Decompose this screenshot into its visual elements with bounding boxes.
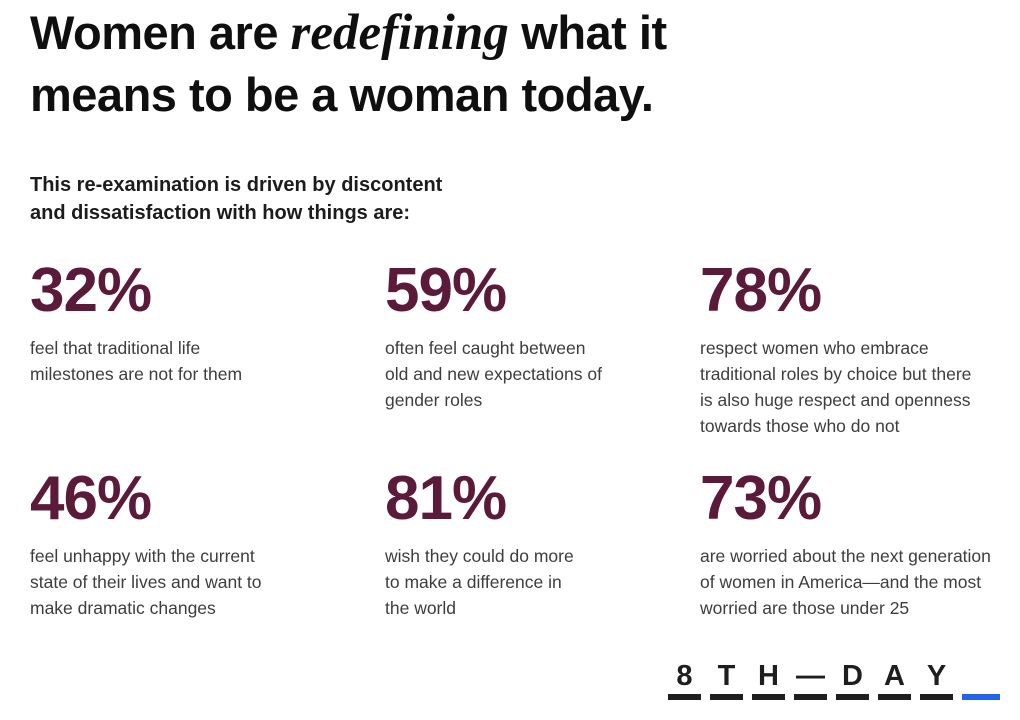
stat-block-46: 46% feel unhappy with the current state … [30, 468, 385, 621]
logo-char: A [884, 660, 905, 692]
logo-char: 8 [676, 660, 693, 692]
stats-grid: 32% feel that traditional life milestone… [30, 260, 1020, 621]
logo-char: — [796, 660, 825, 692]
stat-value: 81% [385, 464, 507, 533]
logo-char: T [717, 660, 736, 692]
logo-char: D [842, 660, 863, 692]
stat-block-78: 78% respect women who embrace traditiona… [700, 260, 1020, 468]
title-italic-word: redefining [290, 5, 509, 61]
logo-letter: T [710, 661, 743, 700]
stat-description: feel that traditional life milestones ar… [30, 338, 243, 384]
stat-value: 73% [700, 464, 822, 533]
logo-letter: — [794, 661, 827, 700]
stat-value: 59% [385, 256, 507, 325]
title-line1-post: what it [508, 6, 667, 59]
logo-blue-underscore [962, 691, 1000, 700]
stat-block-81: 81% wish they could do more to make a di… [385, 468, 700, 621]
logo-letter: 8 [668, 661, 701, 700]
logo-letter: Y [920, 661, 953, 700]
stat-description: feel unhappy with the current state of t… [30, 546, 262, 618]
logo-underline [794, 694, 827, 700]
title-line2: means to be a woman today. [30, 68, 654, 121]
logo-char: H [758, 660, 779, 692]
logo-letter: H [752, 661, 785, 700]
stat-block-32: 32% feel that traditional life milestone… [30, 260, 385, 468]
subtitle: This re-examination is driven by discont… [30, 174, 443, 224]
logo-underline [710, 694, 743, 700]
title-line1-pre: Women are [30, 6, 291, 59]
stat-description: often feel caught between old and new ex… [385, 338, 602, 410]
stat-value: 78% [700, 256, 822, 325]
logo-underline [752, 694, 785, 700]
page-title: Women are redefining what it means to be… [30, 2, 890, 126]
logo-letter: D [836, 661, 869, 700]
logo-underline [920, 694, 953, 700]
stat-value: 46% [30, 464, 152, 533]
logo-underline [836, 694, 869, 700]
logo-underline [878, 694, 911, 700]
stat-description: wish they could do more to make a differ… [385, 546, 574, 618]
stat-value: 32% [30, 256, 152, 325]
stat-block-59: 59% often feel caught between old and ne… [385, 260, 700, 468]
stat-block-73: 73% are worried about the next generatio… [700, 468, 1020, 621]
logo-accent-bar [962, 694, 1000, 700]
logo-underline [668, 694, 701, 700]
logo-letter: A [878, 661, 911, 700]
logo-char: Y [926, 660, 947, 692]
title-line1: Women are redefining what it [30, 5, 667, 61]
stat-description: are worried about the next generation of… [700, 546, 991, 618]
stat-description: respect women who embrace traditional ro… [700, 338, 972, 436]
8th-day-logo: 8 T H — D A Y [668, 661, 1000, 700]
